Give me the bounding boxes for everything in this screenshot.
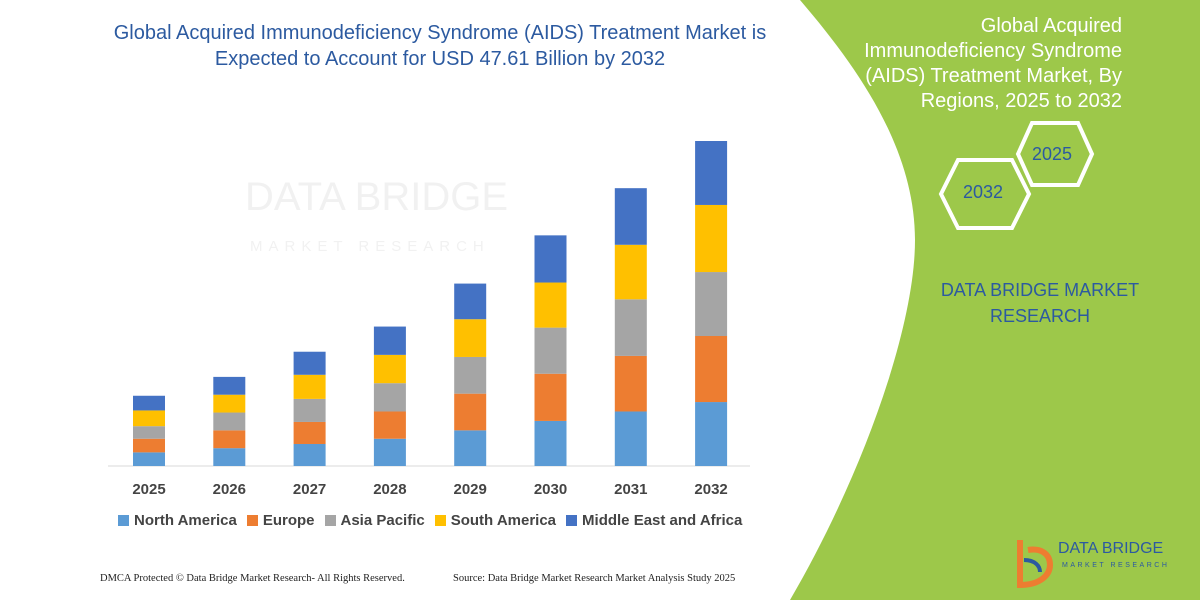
bar-asia-pacific-2026 (213, 412, 246, 431)
x-tick-label-2027: 2027 (293, 481, 326, 498)
legend-swatch (118, 515, 129, 526)
bar-north-america-2029 (454, 430, 487, 466)
bar-europe-2028 (373, 411, 406, 439)
legend-item-south-america: South America (434, 512, 557, 529)
bar-middle-east-and-africa-2030 (534, 235, 567, 283)
panel-title: Global Acquired Immunodeficiency Syndrom… (864, 15, 1122, 112)
bar-north-america-2028 (373, 438, 406, 466)
x-tick-label-2031: 2031 (614, 481, 647, 498)
bar-south-america-2031 (614, 244, 647, 300)
bar-europe-2026 (213, 430, 246, 449)
bar-asia-pacific-2032 (695, 272, 728, 336)
bar-south-america-2025 (133, 410, 165, 427)
legend-label: Middle East and Africa (582, 512, 743, 529)
x-tick-label-2026: 2026 (213, 481, 246, 498)
bar-south-america-2030 (534, 282, 567, 328)
bar-europe-2025 (133, 438, 165, 453)
bar-europe-2027 (293, 421, 326, 444)
bar-north-america-2027 (293, 443, 326, 466)
legend: North America Europe Asia Pacific South Ame… (118, 512, 742, 529)
x-tick-label-2025: 2025 (132, 481, 165, 498)
x-tick-label-2030: 2030 (534, 481, 567, 498)
source-note: Source: Data Bridge Market Research Mark… (453, 573, 736, 584)
bar-south-america-2032 (695, 204, 728, 273)
legend-label: Europe (262, 512, 315, 529)
bar-asia-pacific-2025 (133, 426, 165, 439)
legend-label: North America (134, 512, 237, 529)
legend-item-north-america: North America (118, 512, 237, 529)
bar-middle-east-and-africa-2028 (373, 326, 406, 355)
bar-asia-pacific-2027 (293, 398, 326, 422)
hexagon-label-2032: 2032 (963, 182, 1004, 202)
bar-south-america-2027 (293, 374, 326, 399)
bar-asia-pacific-2029 (454, 356, 487, 394)
x-tick-labels: 2025 2026 2027 2028 2029 2030 2031 2032 (132, 481, 727, 498)
bar-middle-east-and-africa-2032 (695, 141, 728, 205)
bar-south-america-2029 (454, 319, 487, 357)
logo-text: DATA BRIDGE (1058, 540, 1164, 557)
bar-europe-2032 (695, 336, 728, 403)
bar-europe-2029 (454, 393, 487, 431)
bars-group (133, 141, 728, 466)
legend-swatch (246, 515, 258, 526)
x-tick-label-2029: 2029 (454, 481, 487, 498)
x-tick-label-2032: 2032 (694, 481, 727, 498)
bar-asia-pacific-2028 (373, 383, 406, 412)
bar-middle-east-and-africa-2025 (133, 395, 165, 411)
copyright-notice: DMCA Protected © Data Bridge Market Rese… (100, 573, 405, 584)
logo-icon (1017, 540, 1054, 589)
bar-middle-east-and-africa-2031 (614, 188, 647, 245)
legend-item-asia-pacific: Asia Pacific (324, 512, 425, 529)
legend-swatch (324, 515, 336, 526)
watermark-logo-subtext: MARKET RESEARCH (250, 238, 490, 255)
legend-label: Asia Pacific (340, 512, 425, 529)
x-tick-label-2028: 2028 (373, 481, 406, 498)
bar-middle-east-and-africa-2026 (213, 376, 246, 395)
bar-north-america-2032 (695, 402, 728, 466)
bar-north-america-2025 (133, 452, 165, 466)
bar-middle-east-and-africa-2029 (454, 283, 487, 320)
watermark-logo-text: DATA BRIDGE (245, 175, 509, 219)
bar-south-america-2026 (213, 394, 246, 413)
bar-south-america-2028 (373, 354, 406, 384)
legend-item-europe: Europe (246, 512, 315, 529)
logo-subtext: MARKET RESEARCH (1062, 562, 1170, 569)
legend-swatch (434, 515, 446, 526)
legend-item-middle-east-and-africa: Middle East and Africa (566, 512, 742, 529)
stacked-bar-chart: 2025 2026 2027 2028 2029 2030 2031 2032 (108, 141, 750, 498)
bar-europe-2030 (534, 373, 567, 421)
bar-europe-2031 (614, 355, 647, 412)
bar-north-america-2031 (614, 411, 647, 466)
bar-asia-pacific-2031 (614, 299, 647, 356)
brand-name: DATA BRIDGE MARKET RESEARCH (940, 280, 1140, 326)
bar-north-america-2026 (213, 448, 246, 466)
legend-label: South America (450, 512, 557, 529)
hexagon-label-2025: 2025 (1032, 144, 1073, 164)
chart-title: Global Acquired Immunodeficiency Syndrom… (113, 22, 767, 70)
legend-swatch (566, 515, 578, 526)
bar-north-america-2030 (534, 420, 567, 466)
bar-asia-pacific-2030 (534, 327, 567, 374)
bar-middle-east-and-africa-2027 (293, 351, 326, 375)
